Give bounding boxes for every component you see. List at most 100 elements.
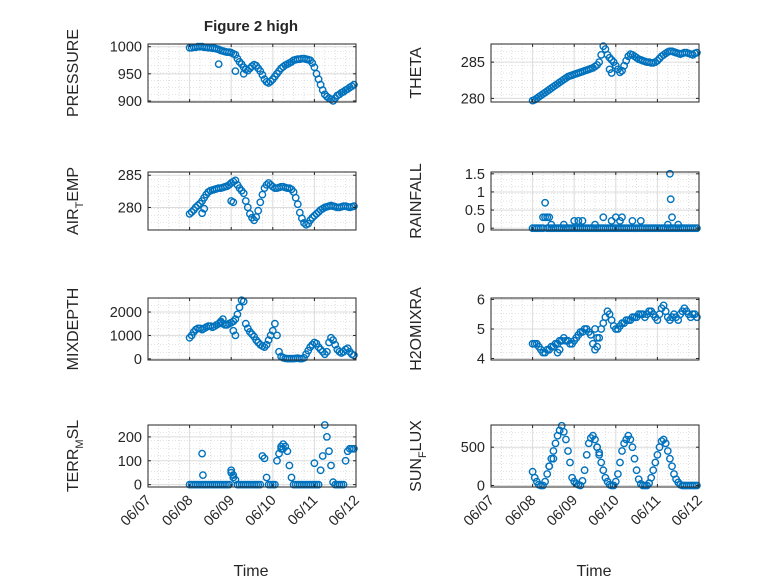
data-point bbox=[582, 450, 591, 459]
data-point bbox=[254, 206, 263, 215]
data-point bbox=[262, 473, 271, 482]
data-point bbox=[322, 347, 331, 356]
data-point bbox=[597, 458, 606, 467]
data-point bbox=[310, 211, 319, 220]
data-point bbox=[279, 444, 288, 453]
data-point bbox=[657, 437, 666, 445]
data-point bbox=[200, 204, 209, 213]
data-point bbox=[555, 345, 564, 354]
data-point bbox=[306, 343, 315, 351]
x-tick-label: 06/07 bbox=[118, 493, 155, 530]
data-point bbox=[630, 454, 639, 463]
data-point bbox=[310, 459, 319, 468]
data-point bbox=[264, 179, 273, 187]
figure-title: Figure 2 high bbox=[204, 18, 298, 35]
subplot-6: 4 5 6 H2OMIXRA bbox=[408, 287, 701, 371]
x-tick-label: 06/07 bbox=[461, 493, 498, 530]
data-point bbox=[233, 310, 242, 319]
data-point bbox=[241, 319, 250, 328]
data-point bbox=[266, 77, 275, 86]
x-axis-label-right: Time bbox=[577, 563, 612, 580]
y-axis-label: H2OMIXRA bbox=[408, 287, 425, 371]
data-point bbox=[225, 480, 234, 489]
data-point bbox=[574, 216, 583, 225]
data-point bbox=[668, 462, 676, 471]
data-point bbox=[264, 336, 273, 344]
data-point bbox=[216, 317, 225, 326]
axes-box bbox=[147, 297, 357, 361]
data-point bbox=[549, 447, 558, 455]
y-tick-label: 900 bbox=[118, 94, 142, 110]
data-point bbox=[607, 216, 616, 225]
y-tick-label: 0.5 bbox=[465, 203, 485, 219]
data-point bbox=[256, 198, 265, 207]
y-axis-label: SUNFLUX bbox=[408, 420, 429, 492]
axes-box bbox=[490, 171, 700, 231]
y-axis-label-subscript: M bbox=[74, 439, 86, 448]
data-point bbox=[601, 473, 610, 482]
subplot-1: 900 950 1000 PRESSURE bbox=[65, 29, 358, 117]
data-point bbox=[539, 481, 547, 490]
data-point bbox=[260, 454, 269, 463]
data-point bbox=[620, 439, 628, 448]
data-point bbox=[229, 317, 238, 326]
data-point bbox=[268, 326, 277, 335]
data-point bbox=[245, 209, 254, 218]
y-axis-label: AIRTEMP bbox=[65, 167, 86, 235]
data-point bbox=[626, 435, 635, 444]
y-tick-label: 285 bbox=[118, 168, 142, 184]
data-point bbox=[651, 458, 660, 467]
data-point bbox=[308, 59, 317, 67]
data-point bbox=[618, 447, 626, 455]
data-point bbox=[597, 51, 606, 59]
data-point bbox=[564, 447, 572, 455]
data-point bbox=[622, 435, 631, 444]
x-tick-label: 06/11 bbox=[285, 493, 321, 529]
data-point bbox=[349, 202, 358, 211]
data-point bbox=[291, 193, 300, 202]
data-point bbox=[593, 333, 601, 342]
data-point bbox=[599, 213, 608, 222]
data-point bbox=[218, 315, 227, 323]
data-point bbox=[595, 450, 604, 459]
data-point bbox=[187, 208, 196, 216]
y-tick-label: 500 bbox=[461, 440, 485, 456]
data-point bbox=[258, 71, 267, 79]
data-point bbox=[241, 197, 250, 205]
data-point bbox=[231, 50, 240, 59]
subplot-5: 0 1000 2000 MIXDEPTH bbox=[65, 288, 358, 370]
data-point bbox=[693, 48, 701, 57]
data-point bbox=[543, 470, 552, 478]
data-point bbox=[318, 86, 327, 95]
y-axis-label: RAINFALL bbox=[408, 163, 425, 239]
data-point bbox=[239, 189, 248, 198]
data-point bbox=[231, 475, 240, 484]
data-point bbox=[566, 458, 574, 467]
y-axis-label-part: TERR bbox=[65, 449, 82, 493]
data-point bbox=[578, 476, 587, 485]
data-point bbox=[559, 427, 568, 436]
axes-box bbox=[490, 424, 700, 488]
data-point bbox=[599, 466, 608, 475]
y-axis-label: TERRMSL bbox=[65, 420, 86, 492]
data-point bbox=[198, 449, 207, 458]
data-point bbox=[609, 481, 618, 490]
x-tick-label: 06/08 bbox=[502, 493, 539, 530]
y-tick-label: 4 bbox=[477, 352, 485, 368]
data-point bbox=[293, 200, 302, 209]
data-point bbox=[549, 454, 558, 463]
data-point bbox=[198, 209, 207, 218]
data-point bbox=[559, 220, 568, 229]
data-point bbox=[622, 56, 631, 65]
data-point bbox=[349, 80, 358, 89]
data-point bbox=[310, 63, 319, 72]
data-point bbox=[632, 466, 641, 475]
data-point bbox=[653, 450, 662, 459]
data-point bbox=[231, 331, 240, 340]
y-tick-label: 950 bbox=[118, 67, 142, 83]
data-point bbox=[235, 303, 244, 312]
data-point bbox=[260, 343, 269, 351]
subplot-8: 0 500 06/07 06/08 06/09 06/10 06/11 06/12 SUNFLU… bbox=[408, 420, 706, 530]
y-axis-label-part: EMP bbox=[65, 167, 82, 202]
